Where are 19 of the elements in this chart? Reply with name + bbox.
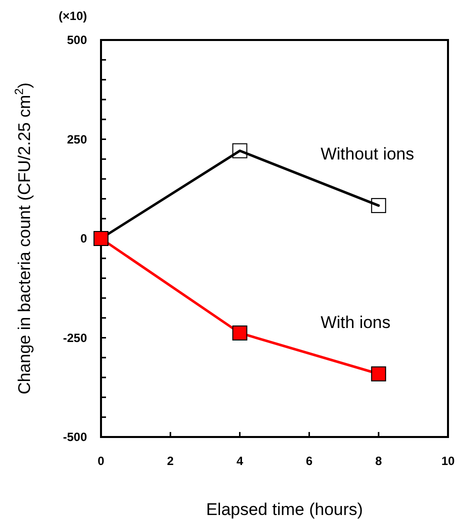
x-tick-label: 2 — [167, 454, 174, 468]
x-tick-label: 4 — [236, 454, 244, 468]
series-label: Without ions — [320, 144, 414, 164]
text: (×10) — [58, 9, 87, 23]
y-tick-label: 0 — [80, 232, 88, 246]
x-axis-title: Elapsed time (hours) — [206, 500, 363, 519]
point — [371, 198, 386, 214]
x-tick-label: 10 — [441, 454, 455, 468]
y-tick-label: -500 — [62, 430, 88, 444]
point — [232, 325, 248, 340]
x-tick-label: 8 — [375, 454, 382, 468]
point — [371, 366, 386, 382]
y-tick-label: -250 — [62, 330, 88, 345]
point — [232, 143, 248, 158]
series-label: With ions — [320, 312, 391, 332]
x-tick-label: 0 — [98, 454, 105, 468]
x-tick-label: 6 — [306, 454, 313, 468]
y-tick-label: 250 — [66, 132, 88, 146]
y-tick-label: 500 — [66, 33, 88, 48]
